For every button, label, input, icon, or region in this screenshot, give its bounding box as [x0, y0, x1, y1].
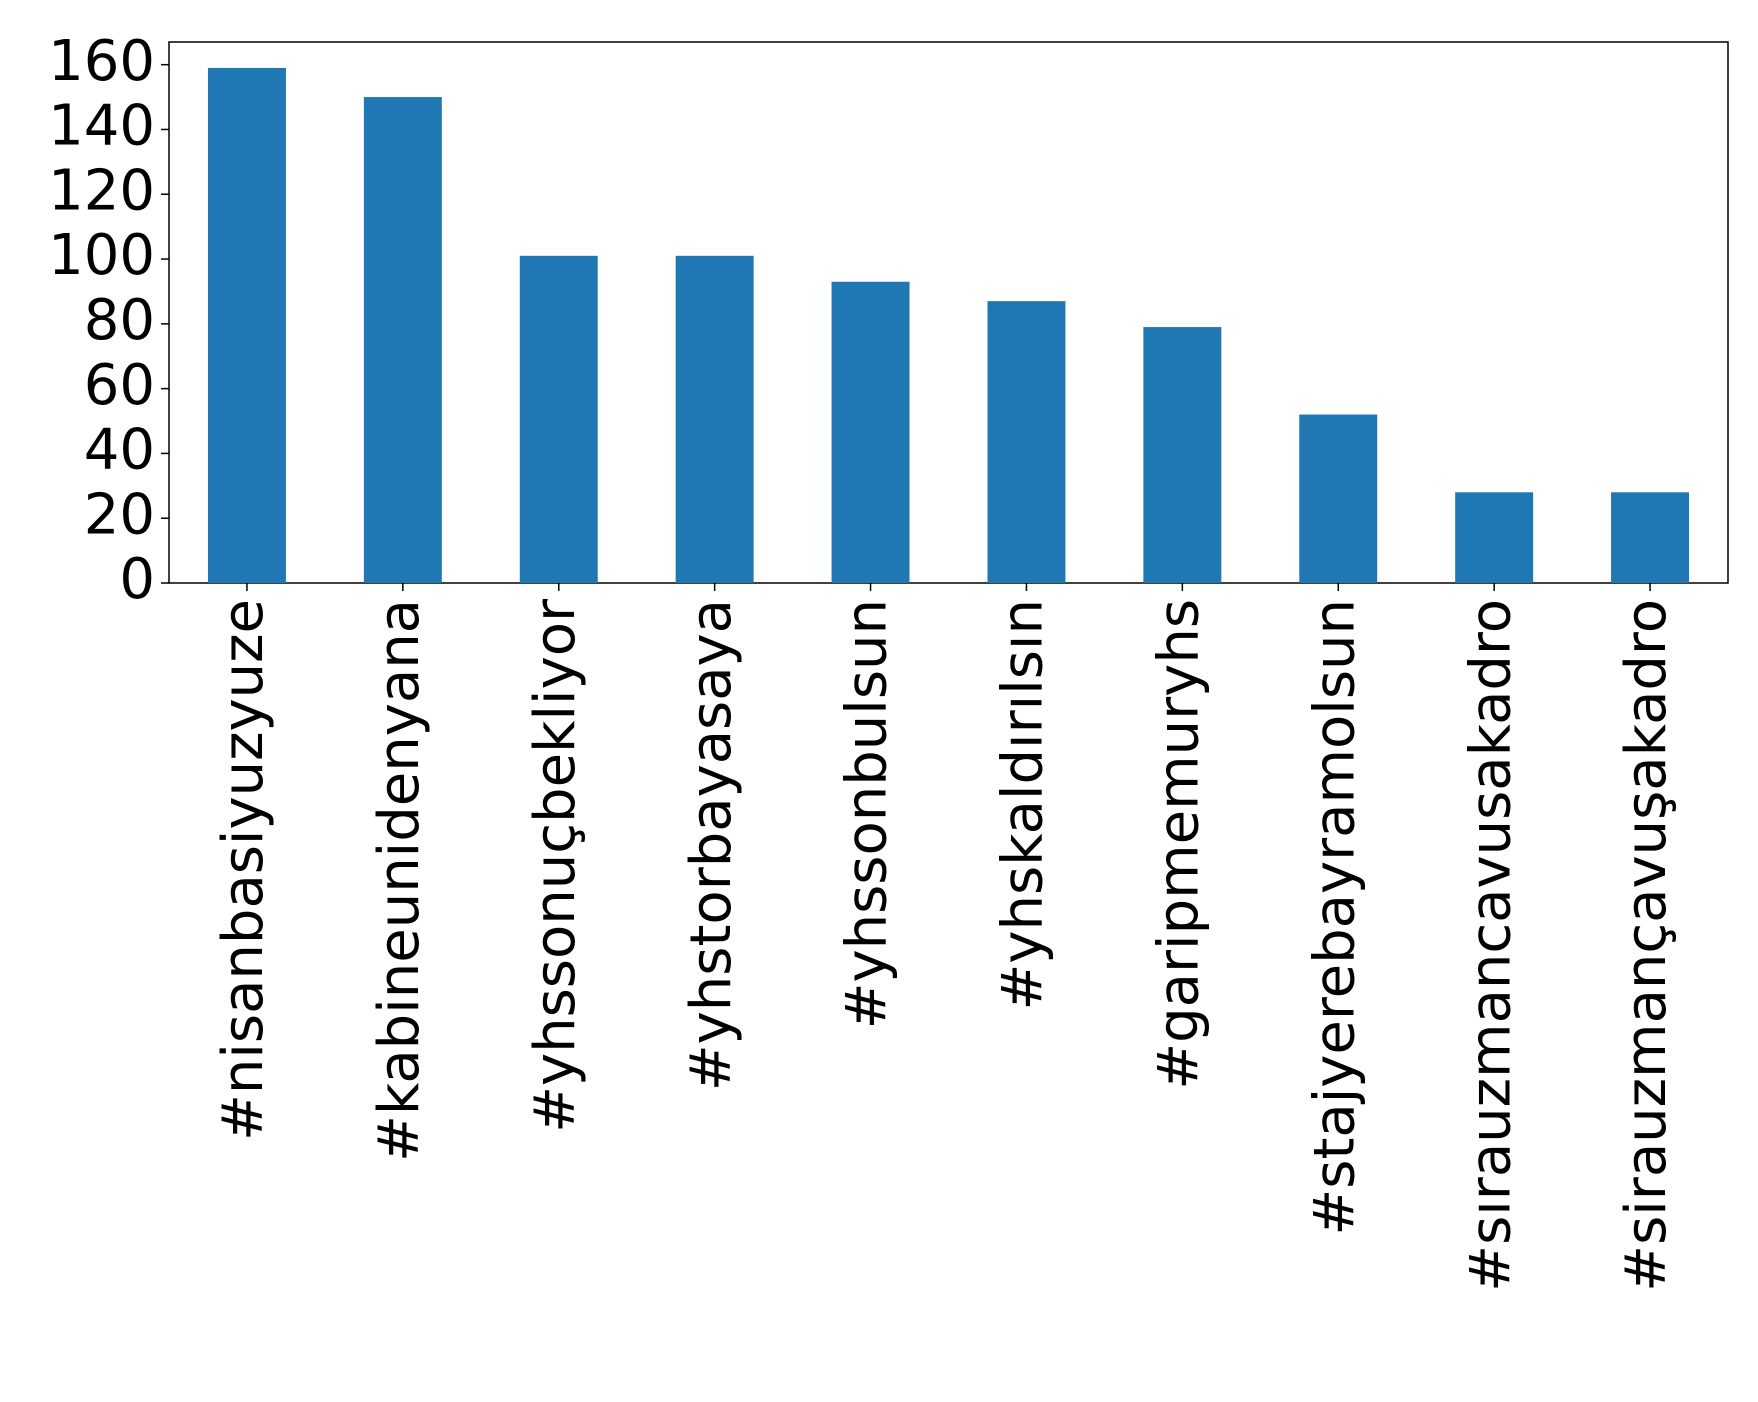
- bar: [519, 255, 598, 583]
- bar: [207, 67, 286, 584]
- bar: [987, 301, 1066, 583]
- y-tick-label: 80: [84, 288, 155, 353]
- y-tick-label: 140: [48, 94, 155, 159]
- y-tick-label: 160: [48, 29, 155, 94]
- x-tick-label: #kabineunidenyana: [367, 599, 432, 1162]
- x-tick-label: #nisanbasiyuzyuze: [211, 599, 276, 1141]
- y-tick-label: 100: [48, 223, 155, 288]
- bar: [675, 255, 754, 583]
- x-tick-label: #stajyerebayramolsun: [1302, 599, 1367, 1236]
- y-tick-label: 40: [84, 418, 155, 483]
- x-tick-label: #yhskaldırılsın: [991, 599, 1056, 1011]
- bar: [1455, 492, 1534, 583]
- bar: [1611, 492, 1690, 583]
- y-tick-label: 20: [84, 482, 155, 547]
- x-tick-label: #yhssonbulsun: [835, 599, 900, 1029]
- x-tick-label: #sırauzmancavusakadro: [1458, 599, 1523, 1292]
- y-tick-label: 0: [119, 547, 155, 612]
- y-tick-label: 120: [48, 158, 155, 223]
- y-tick-label: 60: [84, 353, 155, 418]
- x-tick-label: #yhstorbayasaya: [679, 599, 744, 1091]
- x-tick-label: #yhssonuçbekliyor: [523, 598, 588, 1133]
- bar: [1143, 327, 1222, 583]
- bar: [831, 281, 910, 583]
- x-tick-label: #garipmemuryhs: [1146, 599, 1211, 1090]
- bar: [363, 97, 442, 584]
- bar: [1299, 414, 1378, 583]
- plot-frame: [168, 41, 1729, 584]
- x-tick-label: #sirauzmançavuşakadro: [1614, 599, 1679, 1292]
